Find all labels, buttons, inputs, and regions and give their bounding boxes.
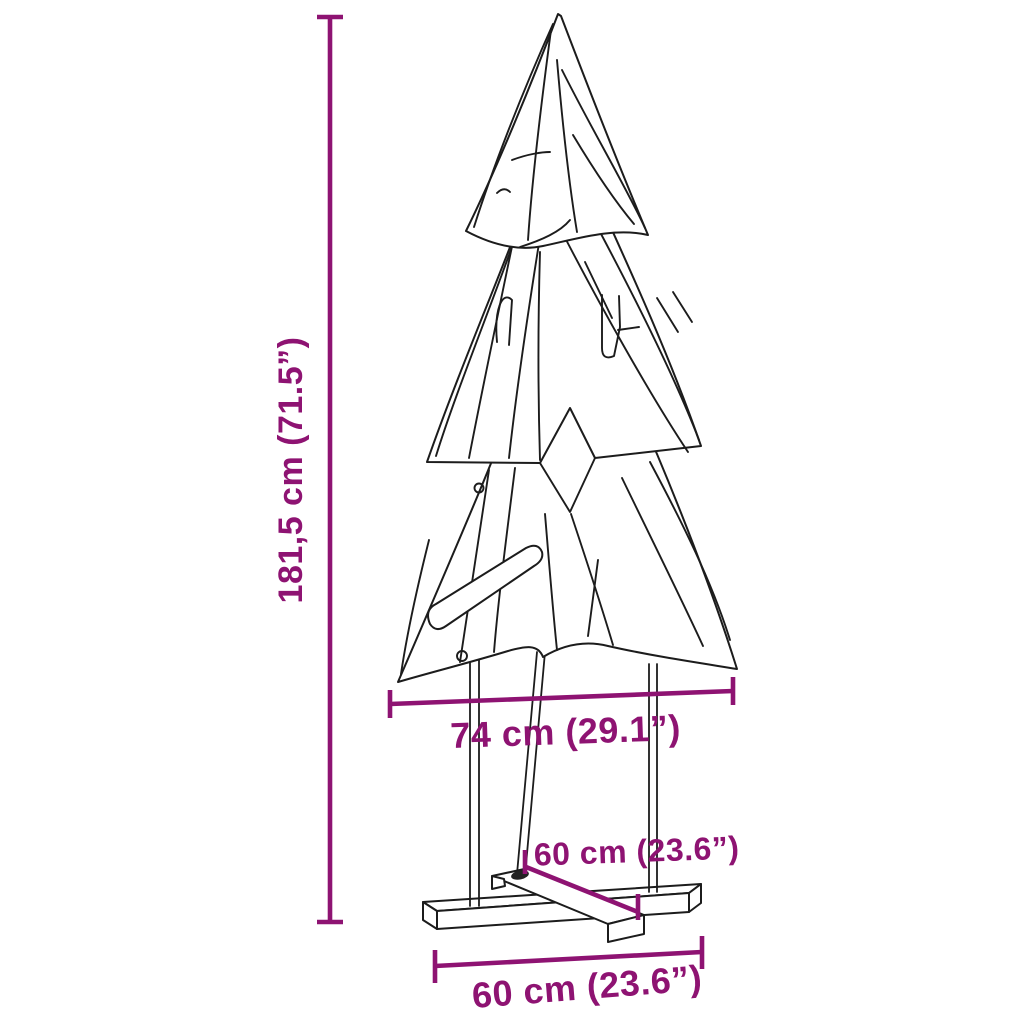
- base-width-dimension-line: [432, 936, 705, 983]
- height-dimension-label: 181,5 cm (71.5”): [272, 337, 310, 604]
- dimension-labels: 181,5 cm (71.5”) 74 cm (29.1”) 60 cm (23…: [272, 337, 740, 1016]
- height-dimension-line: [317, 14, 343, 925]
- width-dimension-label: 74 cm (29.1”): [450, 707, 682, 756]
- tree-middle-tier: [426, 185, 702, 464]
- cross-base-illustration: [422, 867, 702, 943]
- base-depth-dimension-line: [522, 850, 641, 920]
- base-width-dimension-label: 60 cm (23.6”): [470, 957, 703, 1016]
- base-depth-dimension-label: 60 cm (23.6”): [533, 829, 740, 872]
- tree-top-tier: [465, 13, 649, 249]
- width-dimension-line: [387, 677, 736, 718]
- support-legs-illustration: [469, 651, 658, 907]
- dimension-lines: [317, 14, 736, 983]
